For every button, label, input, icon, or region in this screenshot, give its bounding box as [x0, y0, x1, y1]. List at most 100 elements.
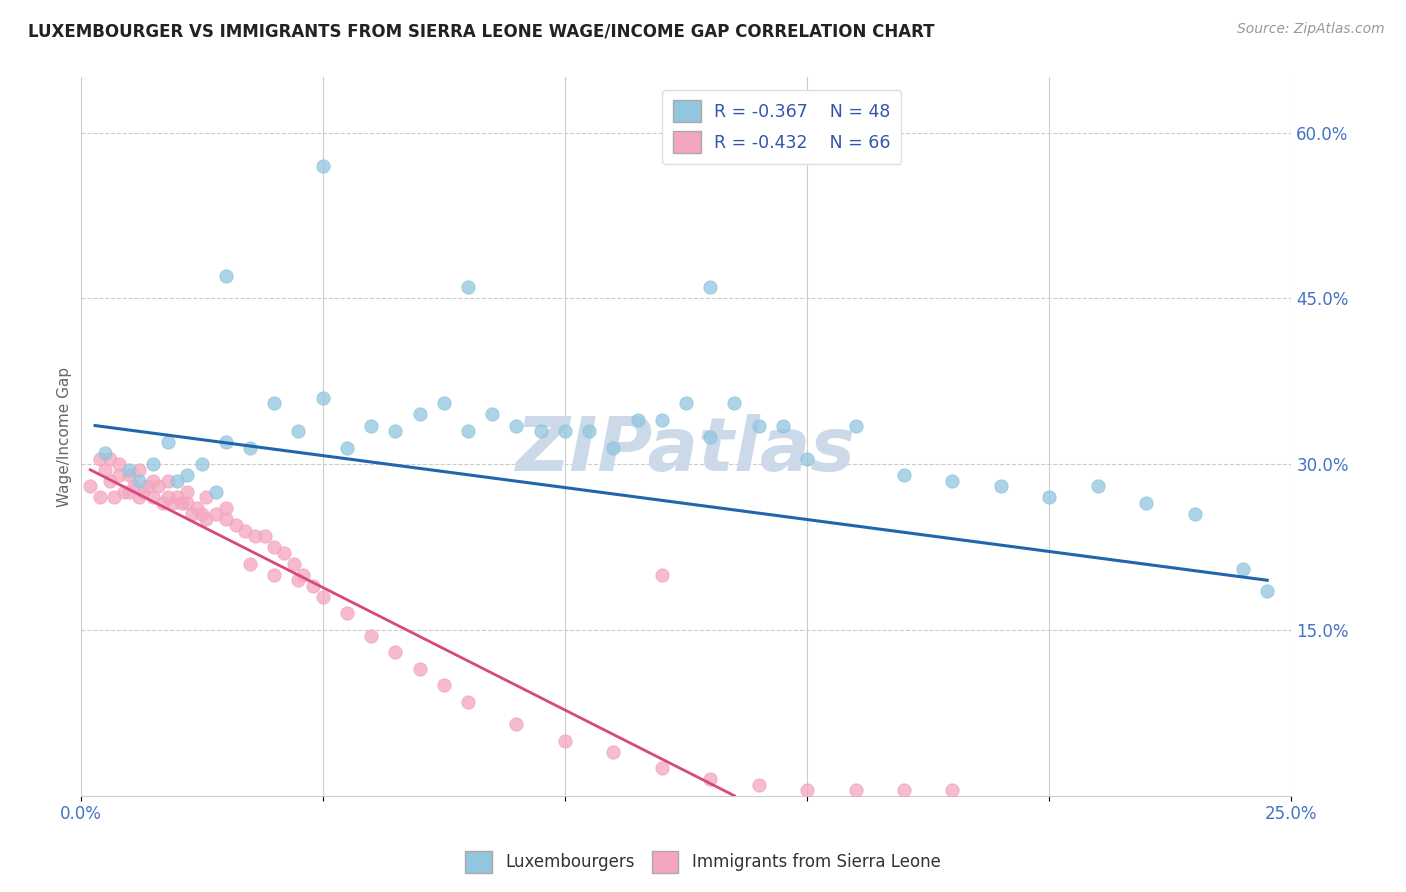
Point — [602, 745, 624, 759]
Point — [108, 468, 131, 483]
Point — [103, 491, 125, 505]
Point — [98, 451, 121, 466]
Point — [215, 435, 238, 450]
Point — [152, 496, 174, 510]
Legend: R = -0.367    N = 48, R = -0.432    N = 66: R = -0.367 N = 48, R = -0.432 N = 66 — [662, 90, 901, 164]
Point — [215, 512, 238, 526]
Point — [205, 507, 228, 521]
Point — [578, 424, 600, 438]
Point — [89, 451, 111, 466]
Point — [136, 479, 159, 493]
Point — [176, 496, 198, 510]
Point — [190, 457, 212, 471]
Point — [302, 579, 325, 593]
Legend: Luxembourgers, Immigrants from Sierra Leone: Luxembourgers, Immigrants from Sierra Le… — [458, 845, 948, 880]
Point — [1087, 479, 1109, 493]
Point — [142, 474, 165, 488]
Point — [772, 418, 794, 433]
Point — [481, 408, 503, 422]
Point — [457, 280, 479, 294]
Point — [505, 717, 527, 731]
Point — [112, 484, 135, 499]
Point — [748, 418, 770, 433]
Point — [893, 468, 915, 483]
Point — [128, 463, 150, 477]
Point — [239, 557, 262, 571]
Point — [79, 479, 101, 493]
Point — [748, 778, 770, 792]
Point — [554, 424, 576, 438]
Point — [336, 607, 359, 621]
Point — [142, 457, 165, 471]
Point — [176, 484, 198, 499]
Point — [146, 479, 169, 493]
Point — [360, 418, 382, 433]
Point — [893, 783, 915, 797]
Point — [796, 783, 818, 797]
Point — [312, 590, 335, 604]
Y-axis label: Wage/Income Gap: Wage/Income Gap — [58, 367, 72, 507]
Point — [93, 463, 115, 477]
Point — [156, 435, 179, 450]
Point — [239, 441, 262, 455]
Point — [273, 546, 295, 560]
Point — [433, 396, 456, 410]
Text: LUXEMBOURGER VS IMMIGRANTS FROM SIERRA LEONE WAGE/INCOME GAP CORRELATION CHART: LUXEMBOURGER VS IMMIGRANTS FROM SIERRA L… — [28, 22, 935, 40]
Point — [89, 491, 111, 505]
Point — [1038, 491, 1060, 505]
Point — [215, 501, 238, 516]
Point — [176, 468, 198, 483]
Point — [530, 424, 553, 438]
Point — [1232, 562, 1254, 576]
Point — [941, 474, 963, 488]
Point — [699, 429, 721, 443]
Point — [253, 529, 276, 543]
Point — [287, 424, 309, 438]
Point — [408, 408, 430, 422]
Point — [651, 761, 673, 775]
Point — [844, 783, 866, 797]
Point — [186, 501, 208, 516]
Point — [132, 484, 155, 499]
Point — [1184, 507, 1206, 521]
Point — [1256, 584, 1278, 599]
Point — [225, 518, 247, 533]
Text: ZIPatlas: ZIPatlas — [516, 415, 856, 487]
Point — [292, 567, 315, 582]
Point — [243, 529, 266, 543]
Point — [312, 391, 335, 405]
Point — [156, 491, 179, 505]
Point — [128, 491, 150, 505]
Point — [651, 413, 673, 427]
Point — [283, 557, 305, 571]
Point — [215, 269, 238, 284]
Point — [384, 424, 406, 438]
Point — [408, 662, 430, 676]
Point — [844, 418, 866, 433]
Point — [263, 540, 285, 554]
Point — [172, 496, 194, 510]
Point — [108, 457, 131, 471]
Point — [118, 463, 141, 477]
Point — [233, 524, 256, 538]
Point — [166, 474, 188, 488]
Point — [118, 484, 141, 499]
Point — [699, 772, 721, 787]
Point — [98, 474, 121, 488]
Point — [162, 496, 184, 510]
Point — [457, 695, 479, 709]
Point — [312, 159, 335, 173]
Point — [190, 507, 212, 521]
Point — [384, 645, 406, 659]
Point — [122, 479, 145, 493]
Point — [651, 567, 673, 582]
Point — [336, 441, 359, 455]
Point — [287, 574, 309, 588]
Point — [723, 396, 745, 410]
Point — [602, 441, 624, 455]
Point — [796, 451, 818, 466]
Point — [205, 484, 228, 499]
Point — [1135, 496, 1157, 510]
Point — [263, 396, 285, 410]
Point — [990, 479, 1012, 493]
